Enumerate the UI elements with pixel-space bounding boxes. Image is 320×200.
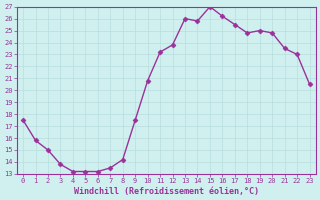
X-axis label: Windchill (Refroidissement éolien,°C): Windchill (Refroidissement éolien,°C) (74, 187, 259, 196)
